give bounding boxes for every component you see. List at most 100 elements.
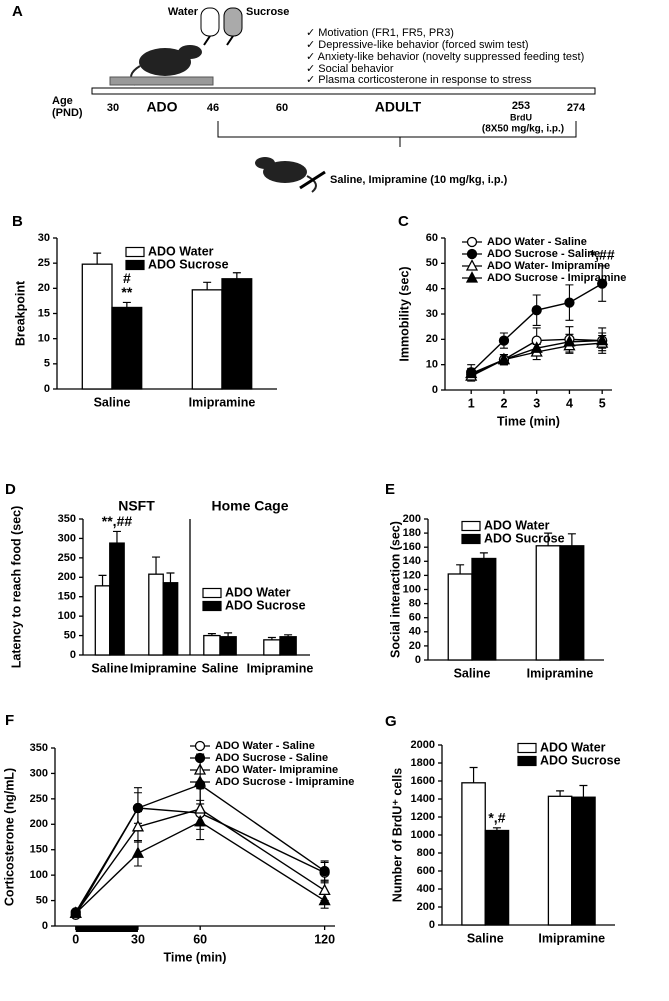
marker xyxy=(596,333,609,346)
x-tick-label: Imipramine xyxy=(130,661,197,675)
x-tick-label: Imipramine xyxy=(527,666,594,680)
panel-label: F xyxy=(5,712,14,729)
y-tick-label: 20 xyxy=(409,640,421,652)
x-tick-label: Saline xyxy=(202,661,239,675)
marker xyxy=(319,865,330,877)
y-tick-label: 200 xyxy=(30,818,48,830)
legend-swatch xyxy=(517,742,537,754)
y-tick-label: 2000 xyxy=(411,739,435,751)
panel-label: B xyxy=(12,213,23,230)
panel-label: A xyxy=(12,3,23,20)
period: ADO xyxy=(146,99,177,115)
bar xyxy=(109,542,125,656)
x-tick-label: Imipramine xyxy=(189,395,256,409)
rat-tail xyxy=(306,175,317,193)
error-bar xyxy=(112,530,121,544)
marker xyxy=(318,893,331,906)
marker xyxy=(597,278,608,289)
x-tick-label: 60 xyxy=(193,932,207,946)
legend-label: ADO Water xyxy=(540,740,606,754)
x-tick-label: 5 xyxy=(599,396,606,410)
panel-label: D xyxy=(5,481,16,498)
bar xyxy=(162,582,179,656)
legend-swatch xyxy=(202,587,222,599)
y-tick-label: 50 xyxy=(36,894,48,906)
y-tick-label: 60 xyxy=(426,232,438,244)
age: 253 xyxy=(512,100,530,112)
bottle-label: Sucrose xyxy=(246,6,289,18)
error-bar xyxy=(166,572,175,583)
measure: ✓ Social behavior xyxy=(306,63,394,75)
y-tick-label: 180 xyxy=(403,527,421,539)
bar xyxy=(203,634,221,656)
marker xyxy=(531,305,542,316)
y-axis-label: Latency to reach food (sec) xyxy=(9,506,23,669)
y-tick-label: 30 xyxy=(426,308,438,320)
legend-label: ADO Sucrose xyxy=(148,257,229,271)
x-tick-label: 3 xyxy=(533,396,540,410)
spout xyxy=(203,35,211,46)
y-tick-label: 1800 xyxy=(411,757,435,769)
bar xyxy=(191,289,223,390)
y-tick-label: 20 xyxy=(38,282,50,294)
brdu-label: BrdU xyxy=(510,112,532,122)
y-tick-label: 50 xyxy=(64,629,76,641)
legend-marker xyxy=(465,259,479,271)
bar xyxy=(111,306,143,390)
error-bar xyxy=(98,574,107,586)
y-tick-label: 350 xyxy=(58,513,76,525)
annotation: *,# xyxy=(488,810,505,826)
y-tick-label: 50 xyxy=(426,257,438,269)
legend-swatch xyxy=(125,259,145,271)
treatment: Saline, Imipramine (10 mg/kg, i.p.) xyxy=(330,174,508,186)
y-tick-label: 20 xyxy=(426,333,438,345)
legend-swatch xyxy=(461,533,481,545)
y-tick-label: 150 xyxy=(30,844,48,856)
ado-period-bar xyxy=(109,76,214,86)
error-bar xyxy=(284,634,293,637)
measure: ✓ Plasma corticosterone in response to s… xyxy=(306,74,532,86)
y-tick-label: 600 xyxy=(417,865,435,877)
bar xyxy=(81,263,113,390)
legend-label: ADO Water xyxy=(148,244,214,258)
y-tick-label: 800 xyxy=(417,847,435,859)
y-tick-label: 0 xyxy=(432,384,438,396)
x-tick-label: 120 xyxy=(314,932,335,946)
marker xyxy=(465,366,478,379)
rat-body xyxy=(263,161,307,183)
legend-label: ADO Water xyxy=(484,518,550,532)
bar xyxy=(571,796,596,926)
legend-swatch xyxy=(125,246,145,258)
y-tick-label: 10 xyxy=(38,333,50,345)
annotation: **,## xyxy=(102,513,133,529)
y-tick-label: 15 xyxy=(38,307,50,319)
syringe xyxy=(299,170,326,190)
legend-marker xyxy=(194,740,206,752)
y-tick-label: 300 xyxy=(58,532,76,544)
y-axis-label: Breakpoint xyxy=(13,280,27,346)
bar xyxy=(148,573,164,656)
series-line xyxy=(75,820,326,914)
y-tick-label: 120 xyxy=(403,569,421,581)
timeline xyxy=(91,87,596,95)
spout xyxy=(226,35,234,46)
measure: ✓ Motivation (FR1, FR5, PR3) xyxy=(306,27,454,39)
error-bar xyxy=(579,784,588,798)
y-tick-label: 100 xyxy=(30,869,48,881)
y-tick-label: 5 xyxy=(44,358,50,370)
error-bar xyxy=(152,556,161,575)
y-tick-label: 100 xyxy=(403,583,421,595)
rat-head xyxy=(178,45,202,59)
bar xyxy=(559,545,585,661)
bar xyxy=(471,557,497,661)
age-label: Age xyxy=(52,95,73,107)
series-line xyxy=(75,808,326,914)
marker xyxy=(194,802,207,814)
marker xyxy=(497,352,511,365)
y-tick-label: 1200 xyxy=(411,811,435,823)
error-bar xyxy=(93,252,102,265)
age-label: (PND) xyxy=(52,107,83,119)
y-tick-label: 1000 xyxy=(411,829,435,841)
age: 274 xyxy=(567,102,586,114)
error-bar xyxy=(544,532,553,546)
